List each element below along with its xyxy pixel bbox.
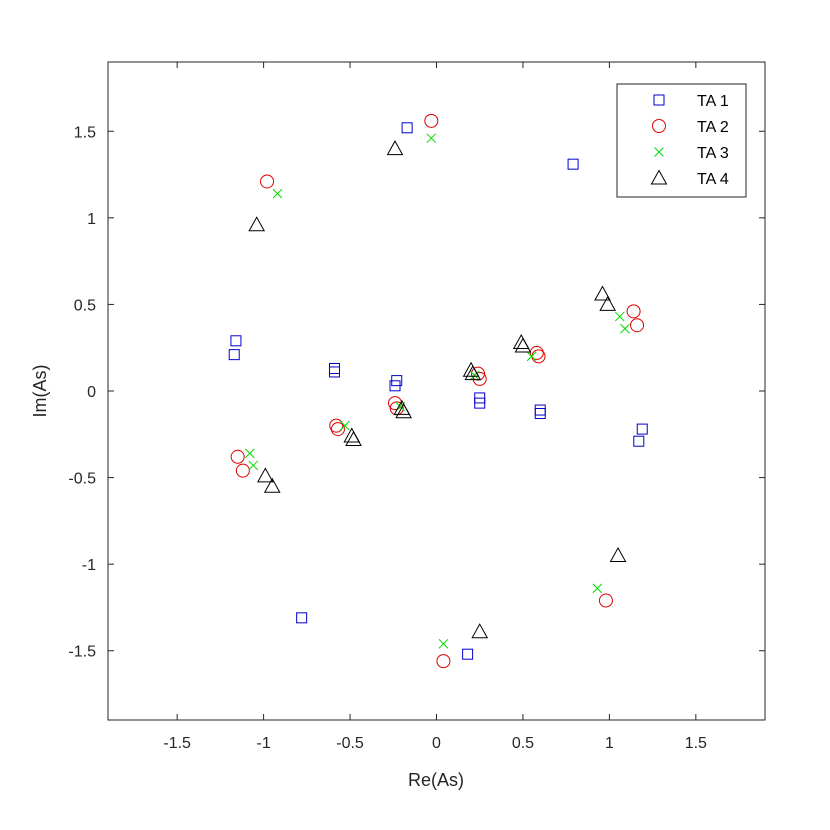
series-1-point-6: [328, 366, 340, 378]
legend-item: TA 1: [653, 93, 729, 110]
series-4-point-16: [471, 623, 489, 639]
series-4-point-1: [386, 140, 404, 156]
series-2-point-1: [424, 113, 439, 128]
series-1-point-14: [633, 435, 645, 447]
y-tick-label: -1.5: [68, 644, 96, 661]
series-4-point-2: [248, 216, 266, 232]
y-axis-ticks: -1.5 -1 -0.5 0 0.5 1 1.5: [68, 124, 765, 661]
series-4-point-12: [345, 430, 362, 446]
y-tick-label: 1.5: [74, 124, 96, 141]
legend-box: [616, 83, 747, 198]
legend-marker-1: [653, 94, 665, 106]
series-1-point-8: [389, 380, 401, 392]
series-1-point-4: [228, 349, 240, 361]
series-2-point-9: [388, 396, 403, 411]
series-3-point-3: [614, 311, 625, 322]
legend-item: TA 3: [654, 145, 729, 162]
legend-label: TA 1: [697, 93, 729, 110]
series-3-point-11: [592, 583, 603, 594]
x-tick-label: 0: [432, 735, 441, 752]
series-3-point-9: [244, 448, 255, 459]
series-4-point-13: [256, 467, 274, 483]
series-2-point-4: [630, 318, 645, 333]
series-2-point-8: [472, 371, 487, 386]
series-3-point-5: [526, 351, 537, 362]
x-tick-label: -0.5: [336, 735, 364, 752]
y-tick-label: -1: [82, 557, 96, 574]
y-tick-label: -0.5: [68, 471, 96, 488]
series-3-point-4: [620, 323, 630, 334]
series-3-point-1: [426, 133, 437, 144]
series-3-point-8: [340, 420, 350, 431]
series-4-point-14: [263, 477, 281, 493]
series-1-point-1: [401, 122, 413, 134]
y-tick-label: 0.5: [74, 297, 96, 314]
legend-marker-4: [650, 169, 668, 185]
series-4-point-3: [594, 285, 611, 301]
series-1-point-3: [230, 335, 242, 347]
series-2-point-14: [235, 463, 250, 478]
series-2-point-15: [598, 593, 613, 608]
x-tick-label: 1: [605, 735, 614, 752]
series-4-point-6: [514, 337, 532, 353]
series-2-point-5: [529, 345, 544, 360]
legend: TA 1 TA 2 TA 3 TA 4: [616, 83, 747, 198]
series-1-point-10: [474, 397, 486, 409]
series-3-point-2: [272, 188, 283, 199]
series-2-point-3: [626, 304, 641, 319]
legend-marker-3: [654, 147, 664, 157]
y-tick-label: 1: [87, 211, 96, 228]
series-4-point-15: [609, 546, 627, 562]
series-4-point-4: [599, 295, 617, 311]
x-tick-label: -1.5: [163, 735, 191, 752]
x-axis-label: Re(As): [408, 770, 464, 790]
series-2-point-16: [436, 654, 451, 669]
series-2-point-11: [329, 418, 344, 433]
x-tick-label: 0.5: [512, 735, 534, 752]
y-axis-label: Im(As): [30, 365, 50, 418]
y-tick-label: 0: [87, 384, 96, 401]
series-2-point-2: [260, 174, 275, 189]
series-2-point-13: [230, 449, 245, 464]
x-axis-ticks: -1.5 -1 -0.5 0 0.5 1 1.5: [163, 62, 707, 752]
legend-label: TA 3: [697, 145, 729, 162]
series-3-point-12: [438, 638, 449, 649]
x-tick-label: -1: [256, 735, 270, 752]
series-1-point-16: [462, 648, 474, 660]
legend-item: TA 4: [650, 169, 729, 188]
series-3-point-10: [248, 460, 259, 471]
series-1-point-13: [636, 423, 648, 435]
legend-label: TA 2: [697, 119, 729, 136]
data-markers: [228, 113, 648, 669]
legend-item: TA 2: [652, 119, 729, 136]
x-tick-label: 1.5: [685, 735, 707, 752]
series-4-point-10: [395, 403, 412, 419]
series-3-point-6: [469, 370, 480, 381]
series-1-point-12: [534, 408, 546, 420]
legend-marker-2: [652, 119, 666, 133]
series-1-point-15: [296, 612, 308, 624]
legend-label: TA 4: [697, 171, 729, 188]
series-4-point-8: [464, 365, 482, 381]
series-1-point-2: [567, 158, 579, 170]
series-2-point-12: [330, 422, 345, 437]
